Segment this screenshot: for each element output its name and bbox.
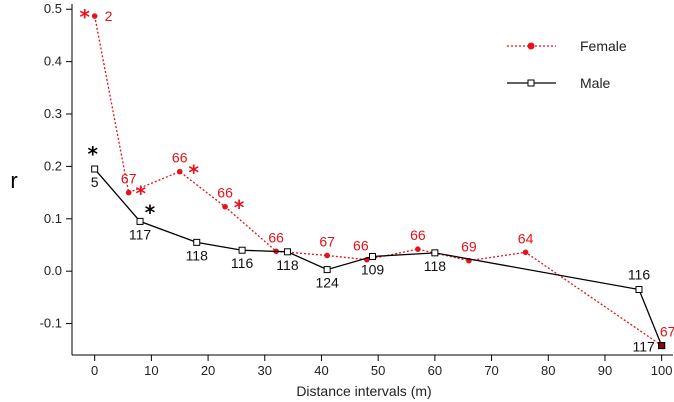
male-data-label: 117 [129, 226, 152, 242]
female-data-label: 67 [121, 171, 137, 187]
female-point [176, 168, 183, 175]
female-point [125, 189, 132, 196]
x-tick-label: 30 [258, 363, 272, 378]
y-tick-label: 0.3 [44, 106, 62, 121]
female-data-label: 69 [461, 239, 477, 255]
y-axis-title: r [10, 168, 17, 193]
x-tick-label: 0 [91, 363, 98, 378]
y-tick-label: 0.2 [44, 158, 62, 173]
x-tick-label: 50 [371, 363, 385, 378]
y-tick-label: 0.1 [44, 211, 62, 226]
x-tick-label: 20 [201, 363, 215, 378]
male-data-label: 116 [231, 255, 254, 271]
female-data-label: 66 [217, 185, 233, 201]
x-tick-label: 70 [484, 363, 498, 378]
significance-star: * [79, 5, 90, 29]
x-axis-title: Distance intervals (m) [296, 383, 431, 399]
male-data-label: 116 [628, 267, 651, 283]
female-series-line [94, 15, 663, 347]
female-point [415, 246, 421, 252]
female-data-label: 2 [105, 8, 113, 24]
female-point [522, 249, 529, 256]
female-point [222, 203, 228, 210]
y-tick-label: 0.4 [44, 54, 62, 69]
x-tick-label: 80 [541, 363, 555, 378]
female-point [91, 13, 98, 19]
legend-female-marker [527, 42, 535, 50]
female-data-label: 66 [410, 227, 426, 243]
female-data-label: 64 [518, 230, 534, 246]
male-point [369, 253, 376, 261]
x-tick-label: 100 [651, 363, 673, 378]
plot-frame [71, 4, 673, 356]
legend-female-label: Female [580, 38, 627, 54]
male-data-label: 5 [91, 174, 99, 190]
male-data-label: 118 [276, 257, 299, 273]
overlap-point [658, 342, 666, 350]
male-point [136, 217, 144, 225]
y-tick-label: -0.1 [40, 316, 62, 331]
significance-star: * [188, 161, 199, 185]
x-tick-label: 10 [144, 363, 158, 378]
male-data-label: 118 [186, 247, 209, 263]
y-tick-label: 0.5 [44, 1, 62, 16]
x-tick-label: 40 [314, 363, 328, 378]
legend: Female Male [507, 38, 627, 91]
female-data-label: 66 [172, 150, 188, 166]
significance-star: * [145, 200, 156, 224]
y-axis: -0.1 0.0 0.1 0.2 0.3 0.4 0.5 [40, 1, 72, 331]
male-point [283, 248, 291, 256]
male-data-label: 118 [424, 258, 447, 274]
significance-star: * [87, 142, 98, 166]
male-point [635, 286, 643, 294]
female-data-label: 66 [268, 229, 284, 245]
female-data-label: 66 [353, 238, 369, 254]
male-point [431, 249, 439, 257]
male-series-line [94, 168, 663, 346]
significance-star: * [234, 196, 245, 220]
male-data-label: 124 [315, 275, 339, 291]
x-axis: 0 10 20 30 40 50 60 70 80 90 100 [91, 355, 673, 378]
x-tick-label: 90 [598, 363, 612, 378]
y-tick-label: 0.0 [44, 263, 62, 278]
x-tick-label: 60 [428, 363, 442, 378]
legend-male-marker [527, 79, 535, 87]
legend-male-label: Male [580, 75, 611, 91]
male-point [238, 246, 246, 254]
female-data-label: 67 [660, 324, 674, 340]
female-data-label: 67 [319, 233, 335, 249]
male-point [193, 238, 201, 246]
female-point [324, 252, 330, 259]
male-point [91, 165, 99, 173]
male-point [323, 266, 331, 274]
significance-star: * [135, 182, 146, 206]
male-data-label: 109 [361, 262, 385, 278]
male-data-label: 117 [632, 339, 655, 355]
